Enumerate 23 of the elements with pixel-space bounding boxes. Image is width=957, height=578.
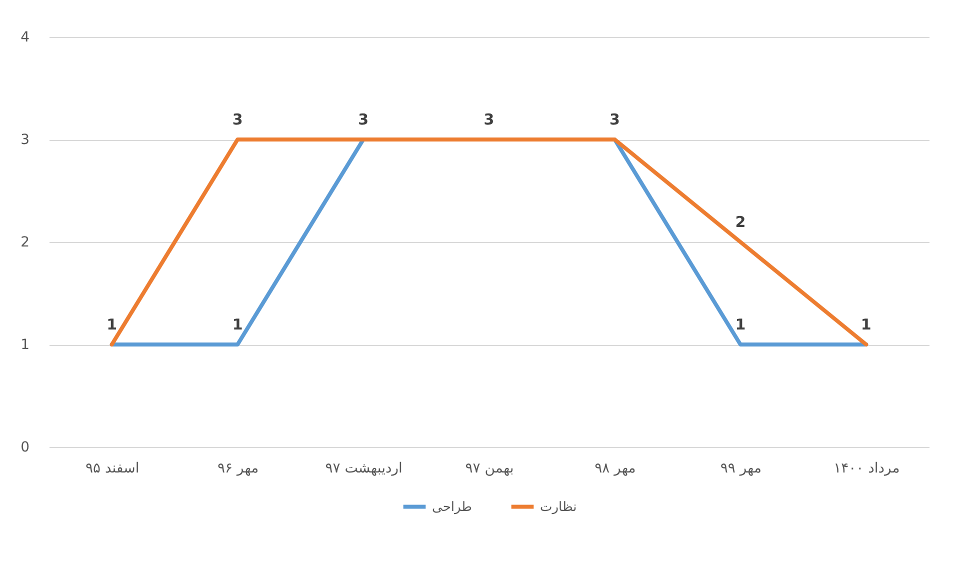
data-label: 3 [484, 110, 494, 128]
x-tick-label: اسفند ۹۵ [85, 460, 140, 476]
x-tick-label: مهر ۹۶ [217, 460, 259, 476]
y-tick-label: 2 [20, 234, 30, 250]
y-tick-label: 3 [20, 132, 30, 148]
data-label: 1 [232, 316, 243, 334]
x-tick-label: مرداد ۱۴۰۰ [834, 460, 900, 476]
data-label: 1 [106, 316, 118, 334]
x-tick-label: بهمن ۹۷ [465, 460, 514, 476]
data-label: 2 [735, 213, 746, 231]
y-tick-label: 0 [20, 440, 30, 456]
data-label: 3 [232, 110, 243, 128]
legend-label: طراحی [432, 500, 472, 515]
data-label: 1 [860, 316, 872, 334]
data-label: 3 [358, 110, 369, 128]
x-tick-label: مهر ۹۸ [594, 460, 636, 476]
y-tick-label: 4 [20, 30, 30, 46]
y-tick-label: 1 [20, 337, 30, 353]
legend-label: نظارت [540, 500, 577, 515]
data-label: 3 [609, 110, 620, 128]
data-label: 1 [735, 316, 746, 334]
x-tick-label: اردیبهشت ۹۷ [325, 460, 402, 476]
x-tick-label: مهر ۹۹ [720, 460, 762, 476]
